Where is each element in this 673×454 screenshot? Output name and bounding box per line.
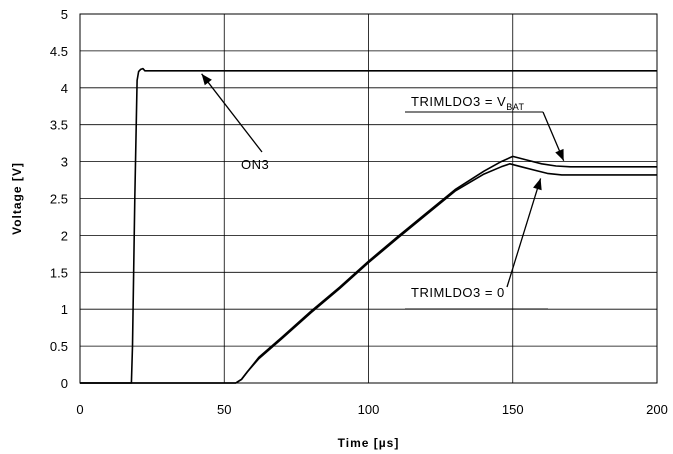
x-tick-label: 100 xyxy=(358,402,380,417)
annotation-vbat-main: TRIMLDO3 = V xyxy=(411,94,506,109)
annotation-vbat-arrowhead xyxy=(555,148,564,161)
y-tick-label: 3 xyxy=(61,155,68,170)
y-tick-label: 2.5 xyxy=(50,192,68,207)
y-tick-label: 1 xyxy=(61,302,68,317)
annotation-vbat: TRIMLDO3 = VBAT xyxy=(405,94,565,162)
y-axis-label: Voltage [V] xyxy=(10,162,24,235)
x-tick-label: 50 xyxy=(217,402,231,417)
y-tick-label: 2 xyxy=(61,228,68,243)
series-lines xyxy=(80,67,657,384)
y-tick-label: 3.5 xyxy=(50,118,68,133)
tick-labels: 00.511.522.533.544.550 50 100 150 200 xyxy=(50,7,668,417)
series-line-0 xyxy=(80,67,657,384)
x-tick-label: 0 xyxy=(76,402,83,417)
y-tick-label: 4.5 xyxy=(50,44,68,59)
annotation-trim0: TRIMLDO3 = 0 xyxy=(405,178,548,310)
annotation-on3-text: ON3 xyxy=(241,157,269,172)
annotation-on3-arrowhead xyxy=(201,73,212,86)
annotation-vbat-subscript: BAT xyxy=(506,102,524,112)
y-tick-label: 5 xyxy=(61,7,68,22)
annotation-trim0-text: TRIMLDO3 = 0 xyxy=(411,285,505,300)
plot-area-border xyxy=(79,13,658,384)
x-axis-label: Time [µs] xyxy=(338,436,400,450)
x-tick-label: 150 xyxy=(502,402,524,417)
annotation-vbat-text: TRIMLDO3 = VBAT xyxy=(411,94,525,112)
y-tick-label: 4 xyxy=(61,81,68,96)
y-tick-label: 0 xyxy=(61,376,68,391)
x-tick-label: 200 xyxy=(646,402,668,417)
annotation-trim0-arrow xyxy=(506,178,542,288)
annotations: ON3 TRIMLDO3 = VBAT TRIMLDO3 = 0 xyxy=(201,73,565,310)
y-tick-label: 0.5 xyxy=(50,339,68,354)
y-tick-label: 1.5 xyxy=(50,265,68,280)
annotation-on3: ON3 xyxy=(201,73,269,172)
annotation-on3-arrow xyxy=(201,73,263,153)
annotation-trim0-arrowhead xyxy=(533,178,542,191)
series-line-2 xyxy=(80,163,657,384)
